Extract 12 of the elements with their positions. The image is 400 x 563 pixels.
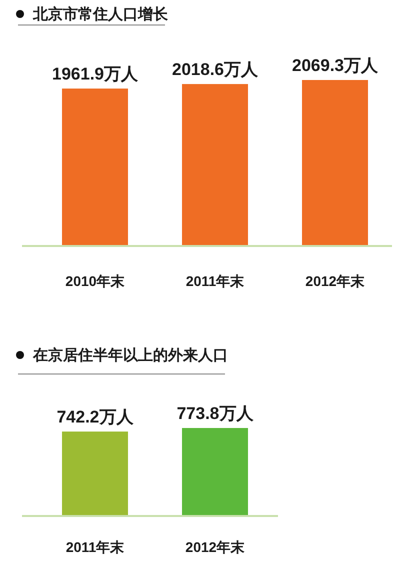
data-label: 2018.6万人 (172, 60, 259, 80)
x-tick-label: 2011年末 (66, 539, 126, 555)
data-label: 742.2万人 (56, 408, 134, 427)
chart-title: 在京居住半年以上的外来人口 (32, 346, 228, 364)
x-tick-label: 2010年末 (65, 273, 126, 289)
x-tick-label: 2011年末 (186, 273, 246, 289)
data-label: 1961.9万人 (52, 64, 139, 84)
x-tick-label: 2012年末 (185, 539, 246, 555)
data-label: 2069.3万人 (292, 56, 379, 75)
x-tick-label: 2012年末 (305, 273, 366, 289)
chart-title: 北京市常住人口增长 (32, 5, 169, 23)
data-label: 773.8万人 (176, 404, 254, 423)
